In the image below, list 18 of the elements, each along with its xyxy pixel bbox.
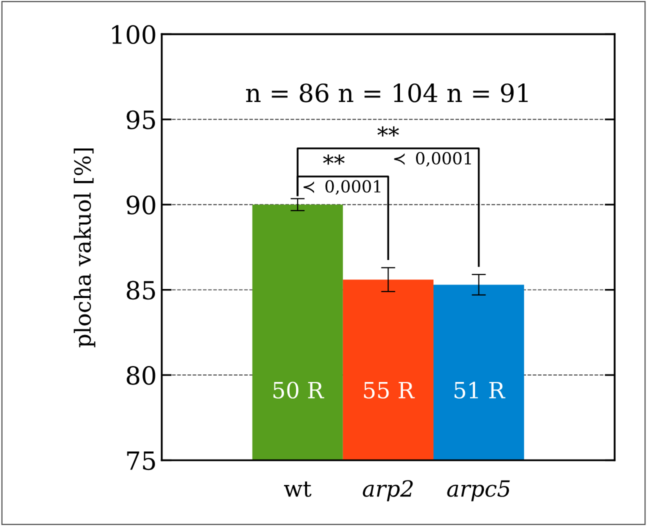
y-tick-label: 80 xyxy=(126,366,156,385)
annotation: n = 86 n = 104 n = 91 xyxy=(246,83,528,102)
annotation: 50 R xyxy=(273,382,324,399)
x-tick-label: arp2 xyxy=(362,480,413,502)
annotation: ≺ 0,0001 xyxy=(394,152,471,167)
y-axis-title: plocha vakuol [%] xyxy=(74,148,96,348)
annotation: 55 R xyxy=(364,382,415,399)
x-tick-label: arpc5 xyxy=(447,480,510,502)
annotation: ** xyxy=(323,154,345,165)
y-tick-label: 95 xyxy=(126,110,155,130)
annotation: ** xyxy=(377,126,399,137)
annotation: ≺ 0,0001 xyxy=(304,180,380,195)
y-tick-label: 90 xyxy=(126,196,156,214)
y-tick-label: 100 xyxy=(112,25,156,44)
y-tick-label: 75 xyxy=(127,452,155,470)
annotation: 51 R xyxy=(454,382,506,399)
y-tick-label: 85 xyxy=(126,280,155,300)
x-tick-label: wt xyxy=(284,481,312,497)
